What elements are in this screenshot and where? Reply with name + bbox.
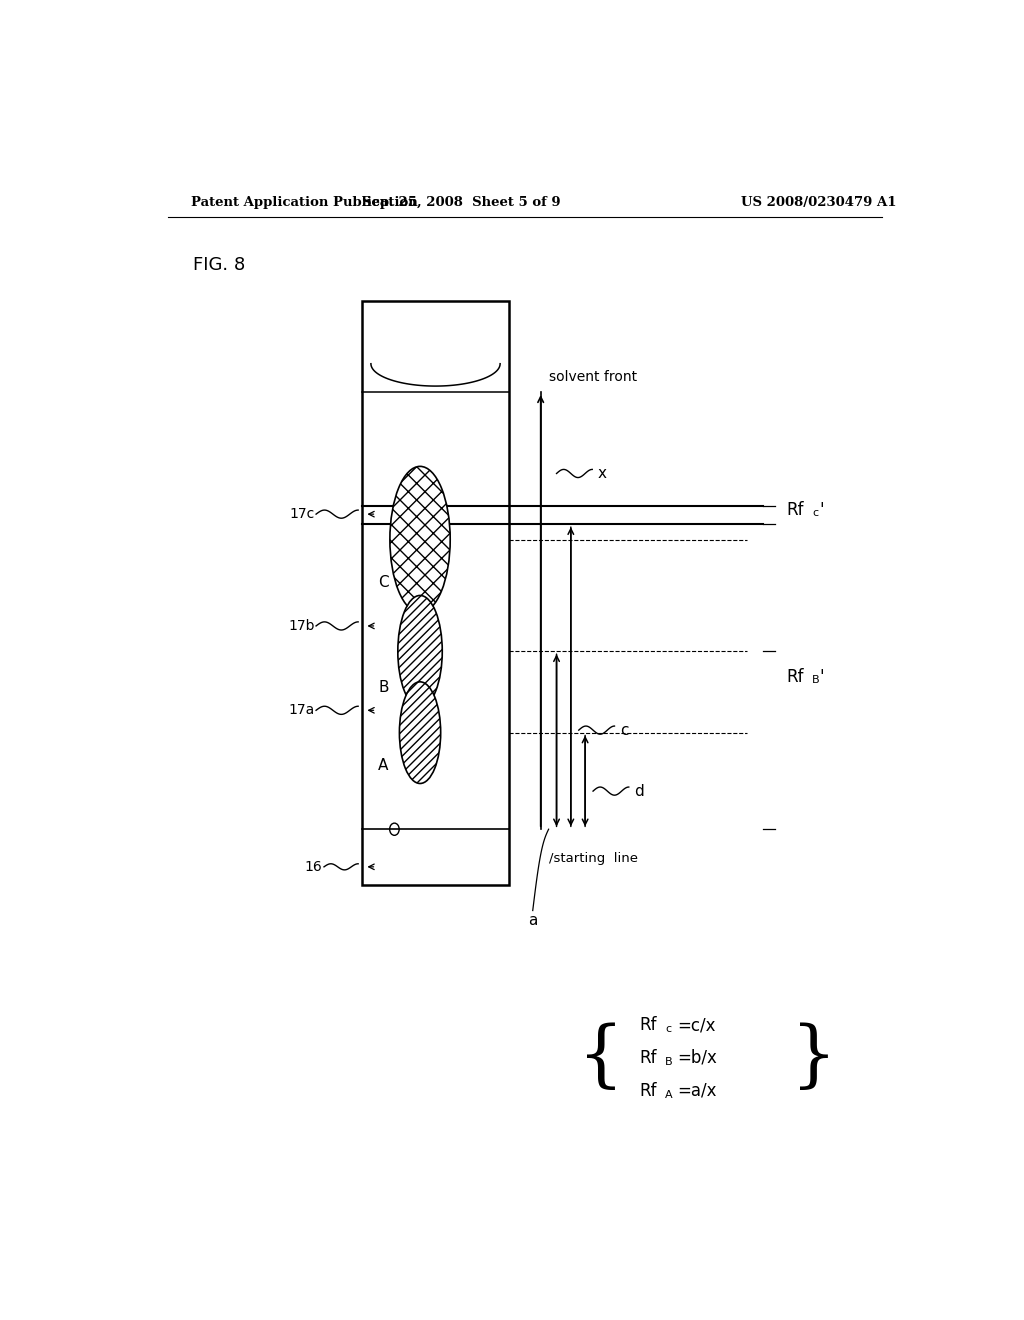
Text: Sep. 25, 2008  Sheet 5 of 9: Sep. 25, 2008 Sheet 5 of 9 bbox=[362, 195, 560, 209]
Text: B: B bbox=[666, 1057, 673, 1067]
Text: C: C bbox=[378, 574, 389, 590]
Ellipse shape bbox=[397, 595, 442, 708]
Text: a: a bbox=[528, 913, 538, 928]
Text: ': ' bbox=[819, 502, 824, 519]
Text: FIG. 8: FIG. 8 bbox=[194, 256, 246, 275]
Text: d: d bbox=[634, 784, 644, 799]
Text: x: x bbox=[598, 466, 607, 480]
Text: =a/x: =a/x bbox=[677, 1081, 717, 1100]
Text: B: B bbox=[812, 675, 819, 685]
Text: Rf: Rf bbox=[640, 1049, 657, 1067]
Text: B: B bbox=[378, 680, 389, 696]
Text: Rf: Rf bbox=[640, 1016, 657, 1034]
Bar bbox=[362, 301, 509, 886]
Text: Rf: Rf bbox=[640, 1081, 657, 1100]
Text: {: { bbox=[578, 1023, 624, 1093]
Text: A: A bbox=[666, 1090, 673, 1100]
Text: A: A bbox=[378, 758, 389, 772]
Text: 17b: 17b bbox=[288, 619, 314, 634]
Text: =c/x: =c/x bbox=[677, 1016, 716, 1034]
Text: c: c bbox=[666, 1024, 672, 1035]
Text: }: } bbox=[791, 1023, 837, 1093]
Text: 16: 16 bbox=[305, 859, 323, 874]
Text: ': ' bbox=[819, 668, 824, 686]
Text: c: c bbox=[621, 722, 629, 738]
Text: c: c bbox=[812, 508, 818, 519]
Text: Rf: Rf bbox=[786, 502, 804, 519]
Text: solvent front: solvent front bbox=[549, 370, 637, 384]
Ellipse shape bbox=[399, 682, 440, 784]
Ellipse shape bbox=[390, 466, 451, 612]
Text: Rf: Rf bbox=[786, 668, 804, 686]
Text: =b/x: =b/x bbox=[677, 1049, 717, 1067]
Text: /starting  line: /starting line bbox=[549, 851, 638, 865]
Text: 17c: 17c bbox=[289, 507, 314, 521]
Text: 17a: 17a bbox=[288, 704, 314, 717]
Text: US 2008/0230479 A1: US 2008/0230479 A1 bbox=[740, 195, 896, 209]
Text: Patent Application Publication: Patent Application Publication bbox=[191, 195, 418, 209]
